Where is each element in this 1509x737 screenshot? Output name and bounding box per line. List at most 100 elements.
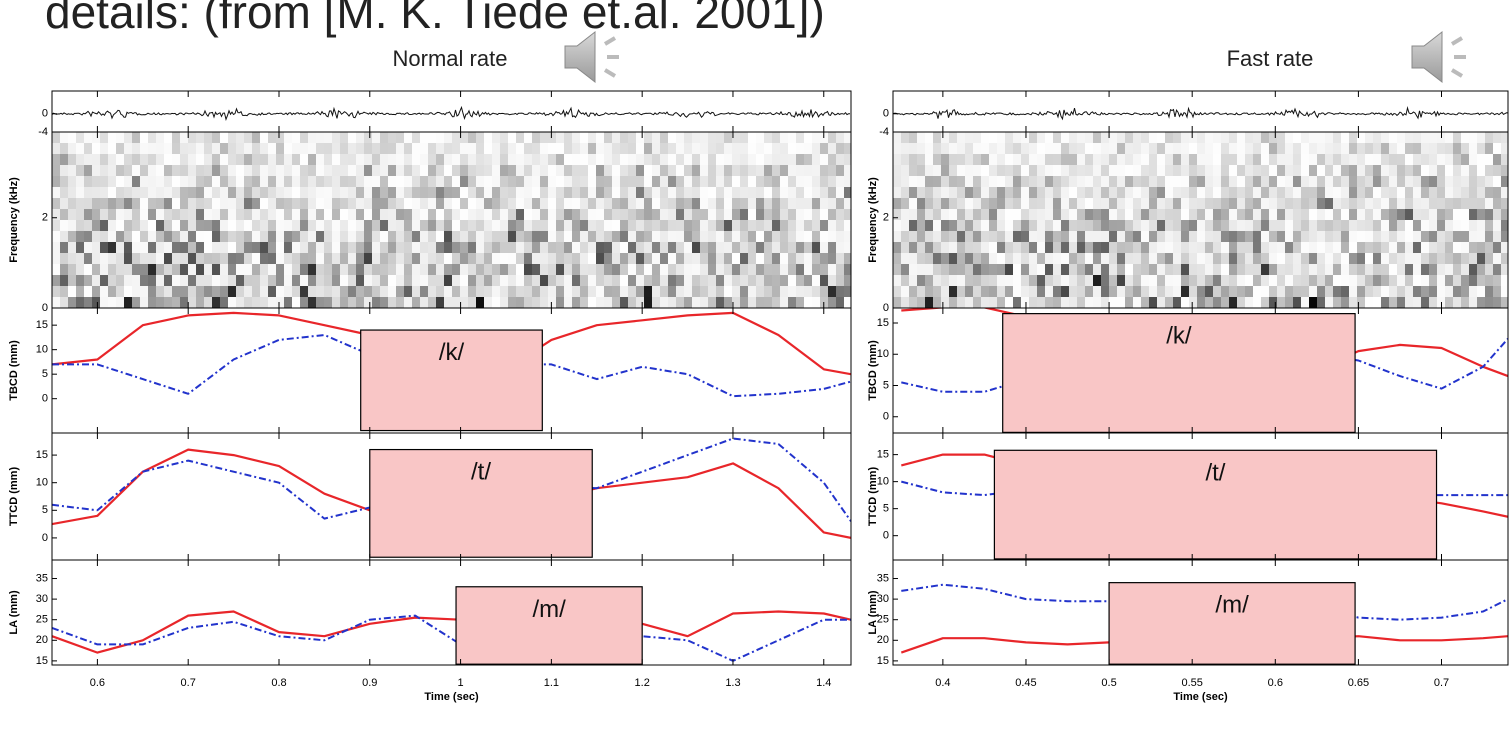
spectrogram-cell (1309, 132, 1317, 143)
spectrogram-cell (204, 253, 212, 264)
spectrogram-cell (1237, 242, 1245, 253)
spectrogram-cell (188, 275, 196, 286)
spectrogram-cell (1477, 286, 1485, 297)
spectrogram-cell (1501, 154, 1508, 165)
spectrogram-cell (540, 264, 548, 275)
spectrogram-cell (92, 143, 100, 154)
spectrogram-cell (1061, 143, 1069, 154)
spectrogram-cell (965, 286, 973, 297)
spectrogram-cell (973, 132, 981, 143)
spectrogram-cell (684, 231, 692, 242)
spectrogram-cell (1205, 154, 1213, 165)
spectrogram-cell (1429, 132, 1437, 143)
spectrogram-cell (973, 286, 981, 297)
spectrogram-cell (836, 220, 844, 231)
spectrogram-cell (1381, 143, 1389, 154)
spectrogram-cell (1477, 143, 1485, 154)
spectrogram-cell (1413, 286, 1421, 297)
spectrogram-cell (628, 187, 636, 198)
speaker-icon[interactable] (564, 30, 619, 84)
spectrogram-cell (500, 264, 508, 275)
spectrogram-cell (981, 176, 989, 187)
spectrogram-cell (1253, 264, 1261, 275)
spectrogram-cell (828, 165, 836, 176)
spectrogram-cell (997, 297, 1005, 308)
spectrogram-cell (1149, 220, 1157, 231)
spectrogram-cell (893, 143, 901, 154)
spectrogram-cell (1277, 176, 1285, 187)
spectrogram-cell (1037, 220, 1045, 231)
spectrogram-cell (1389, 143, 1397, 154)
spectrogram-cell (284, 132, 292, 143)
spectrogram-cell (1317, 242, 1325, 253)
spectrogram-cell (132, 297, 140, 308)
spectrogram-cell (332, 264, 340, 275)
spectrogram-cell (1461, 297, 1469, 308)
spectrogram-cell (380, 242, 388, 253)
spectrogram-cell (933, 242, 941, 253)
spectrogram-cell (1261, 286, 1269, 297)
spectrogram-cell (1365, 154, 1373, 165)
spectrogram-cell (412, 231, 420, 242)
spectrogram-cell (1173, 143, 1181, 154)
spectrogram-cell (1461, 220, 1469, 231)
spectrogram-cell (604, 209, 612, 220)
spectrogram-cell (540, 165, 548, 176)
spectrogram-cell (60, 264, 68, 275)
spectrogram-cell (1333, 231, 1341, 242)
spectrogram-cell (732, 154, 740, 165)
spectrogram-cell (1445, 297, 1453, 308)
spectrogram-cell (140, 154, 148, 165)
spectrogram-cell (1397, 242, 1405, 253)
spectrogram-cell (372, 242, 380, 253)
spectrogram-cell (949, 132, 957, 143)
spectrogram-cell (188, 209, 196, 220)
spectrogram-cell (516, 264, 524, 275)
spectrogram-cell (772, 286, 780, 297)
spectrogram-cell (444, 209, 452, 220)
spectrogram-cell (212, 275, 220, 286)
spectrogram-cell (909, 264, 917, 275)
spectrogram-cell (652, 187, 660, 198)
spectrogram-cell (1173, 154, 1181, 165)
spectrogram-cell (1365, 220, 1373, 231)
spectrogram-cell (716, 132, 724, 143)
spectrogram-cell (716, 253, 724, 264)
spectrogram-cell (276, 176, 284, 187)
spectrogram-cell (316, 198, 324, 209)
spectrogram-cell (324, 231, 332, 242)
spectrogram-cell (901, 242, 909, 253)
y-tick-label: 15 (877, 655, 889, 667)
spectrogram-cell (196, 154, 204, 165)
spectrogram-cell (700, 165, 708, 176)
spectrogram-cell (452, 297, 460, 308)
spectrogram-cell (1173, 165, 1181, 176)
spectrogram-cell (100, 220, 108, 231)
spectrogram-cell (444, 264, 452, 275)
spectrogram-cell (564, 176, 572, 187)
spectrogram-cell (941, 209, 949, 220)
spectrogram-cell (1357, 253, 1365, 264)
spectrogram-cell (132, 242, 140, 253)
spectrogram-cell (252, 176, 260, 187)
spectrogram-cell (820, 242, 828, 253)
spectrogram-cell (981, 253, 989, 264)
spectrogram-cell (1285, 231, 1293, 242)
spectrogram-cell (1293, 209, 1301, 220)
spectrogram-cell (901, 209, 909, 220)
speaker-icon[interactable] (1411, 30, 1466, 84)
spectrogram-cell (180, 209, 188, 220)
spectrogram-cell (1269, 275, 1277, 286)
spectrogram-cell (76, 242, 84, 253)
spectrogram-cell (1037, 275, 1045, 286)
spectrogram-cell (708, 220, 716, 231)
spectrogram-cell (540, 297, 548, 308)
spectrogram-cell (1341, 165, 1349, 176)
spectrogram-cell (652, 220, 660, 231)
spectrogram-cell (1501, 132, 1508, 143)
spectrogram-cell (516, 286, 524, 297)
spectrogram-cell (1317, 132, 1325, 143)
spectrogram-cell (308, 154, 316, 165)
spectrogram-cell (1261, 132, 1269, 143)
spectrogram-cell (516, 187, 524, 198)
